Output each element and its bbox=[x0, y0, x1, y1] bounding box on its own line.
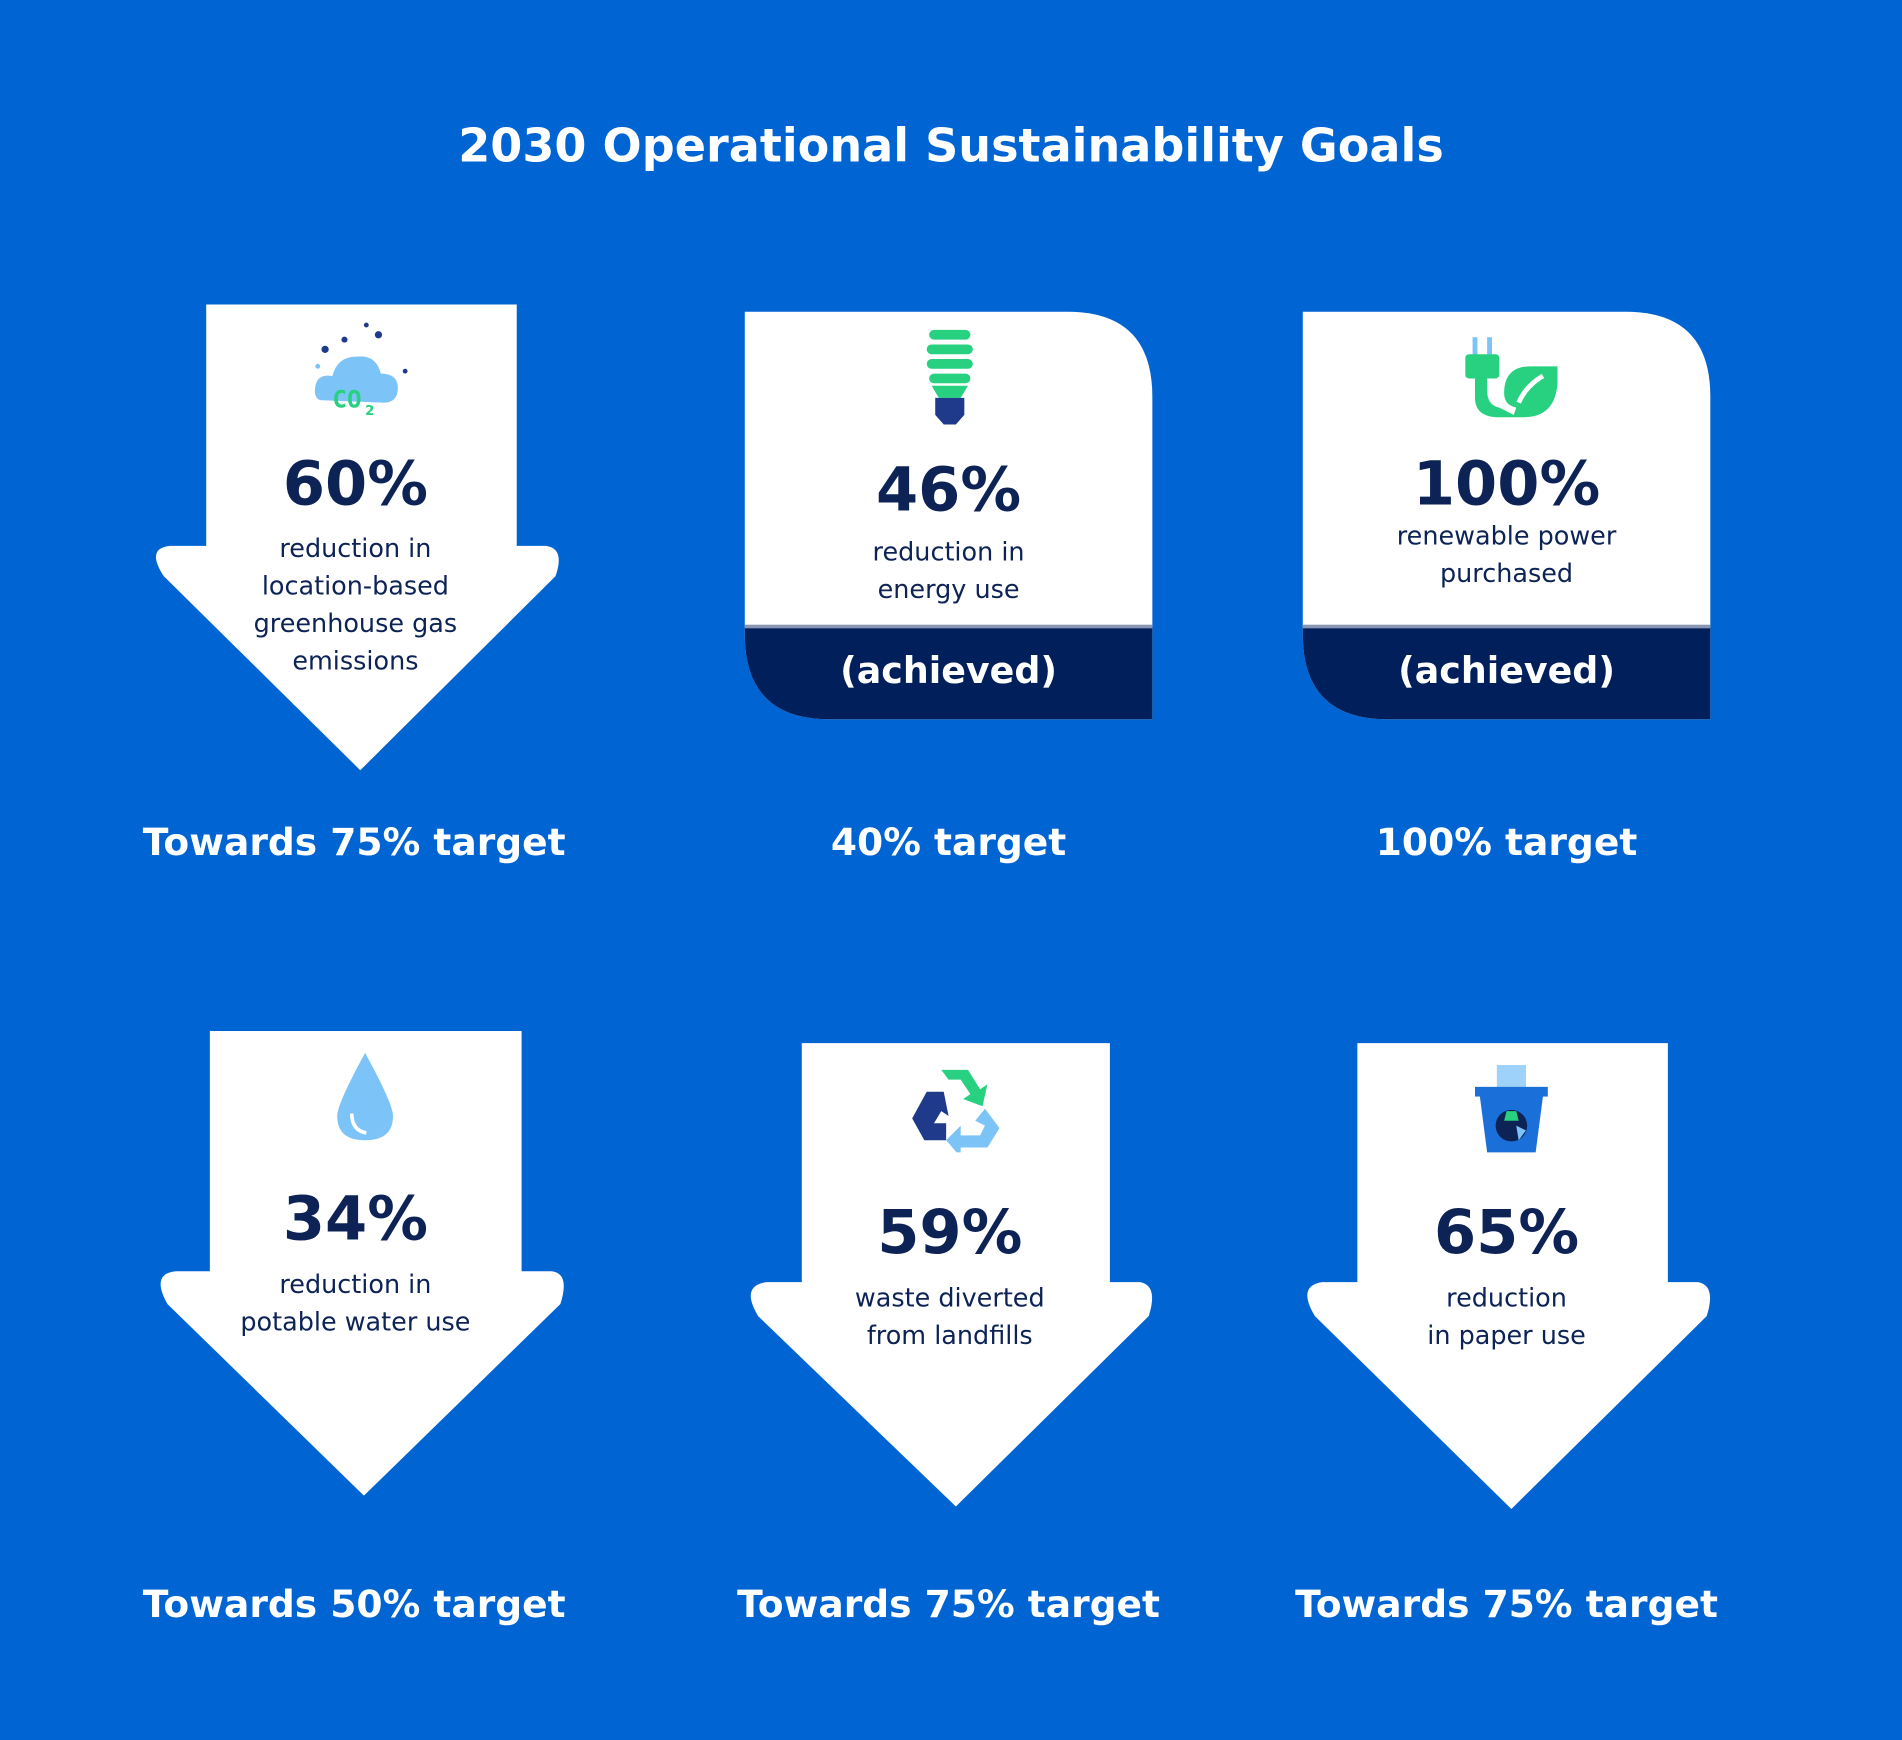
goal-target: Towards 75% target bbox=[1295, 1582, 1719, 1627]
arrow-card-water bbox=[160, 1031, 564, 1496]
page-title: 2030 Operational Sustainability Goals bbox=[458, 118, 1444, 173]
goal-value: 60% bbox=[282, 448, 428, 520]
desc-line: reduction in bbox=[872, 537, 1025, 567]
svg-text:2: 2 bbox=[365, 404, 374, 419]
paper-bin-icon bbox=[1475, 1065, 1548, 1153]
arrow-card-paper bbox=[1307, 1043, 1711, 1509]
goal-target: Towards 50% target bbox=[142, 1582, 566, 1627]
recycle-icon bbox=[912, 1069, 1000, 1153]
plug-leaf-icon bbox=[1465, 337, 1558, 418]
goal-target: 100% target bbox=[1375, 821, 1638, 865]
card-renewable bbox=[1302, 311, 1711, 720]
goal-value: 46% bbox=[875, 454, 1022, 526]
water-drop-icon bbox=[337, 1052, 394, 1141]
goal-description: reduction in paper use bbox=[1333, 1280, 1680, 1355]
goal-target: Towards 75% target bbox=[737, 1582, 1161, 1627]
desc-line: renewable power bbox=[1396, 521, 1617, 551]
goal-description: renewable power purchased bbox=[1303, 518, 1711, 593]
band-renewable bbox=[1302, 627, 1711, 720]
achieved-badge: (achieved) bbox=[1398, 650, 1615, 693]
co2-cloud-icon: CO 2 bbox=[314, 322, 408, 419]
goal-value: 34% bbox=[282, 1183, 428, 1255]
goal-description: waste diverted from landfills bbox=[776, 1280, 1123, 1355]
arrow-card-waste bbox=[750, 1043, 1153, 1507]
desc-line: purchased bbox=[1439, 559, 1574, 589]
desc-line: reduction bbox=[1446, 1283, 1567, 1313]
desc-line: in paper use bbox=[1427, 1320, 1586, 1351]
desc-line: location-based bbox=[261, 571, 449, 601]
goal-value: 65% bbox=[1433, 1197, 1580, 1268]
arrow-card-emissions bbox=[155, 304, 559, 771]
desc-line: from landfills bbox=[866, 1320, 1033, 1351]
desc-line: energy use bbox=[877, 574, 1020, 605]
goal-value: 100% bbox=[1412, 448, 1601, 520]
card-energy bbox=[744, 311, 1153, 720]
desc-line: emissions bbox=[292, 646, 419, 676]
band-energy bbox=[744, 627, 1153, 720]
lightbulb-icon bbox=[926, 329, 973, 425]
desc-line: potable water use bbox=[240, 1307, 471, 1337]
achieved-badge: (achieved) bbox=[840, 650, 1058, 693]
goal-target: Towards 75% target bbox=[142, 821, 566, 865]
svg-text:CO: CO bbox=[332, 385, 361, 414]
desc-line: reduction in bbox=[279, 1270, 432, 1300]
desc-line: reduction in bbox=[279, 533, 432, 563]
desc-line: waste diverted bbox=[854, 1283, 1045, 1313]
goal-target: 40% target bbox=[830, 821, 1067, 865]
desc-line: greenhouse gas bbox=[253, 608, 458, 639]
goal-value: 59% bbox=[877, 1197, 1023, 1268]
goal-description: reduction in potable water use bbox=[182, 1266, 529, 1341]
goal-description: reduction in energy use bbox=[745, 534, 1153, 609]
goal-description: reduction in location-based greenhouse g… bbox=[182, 530, 529, 680]
